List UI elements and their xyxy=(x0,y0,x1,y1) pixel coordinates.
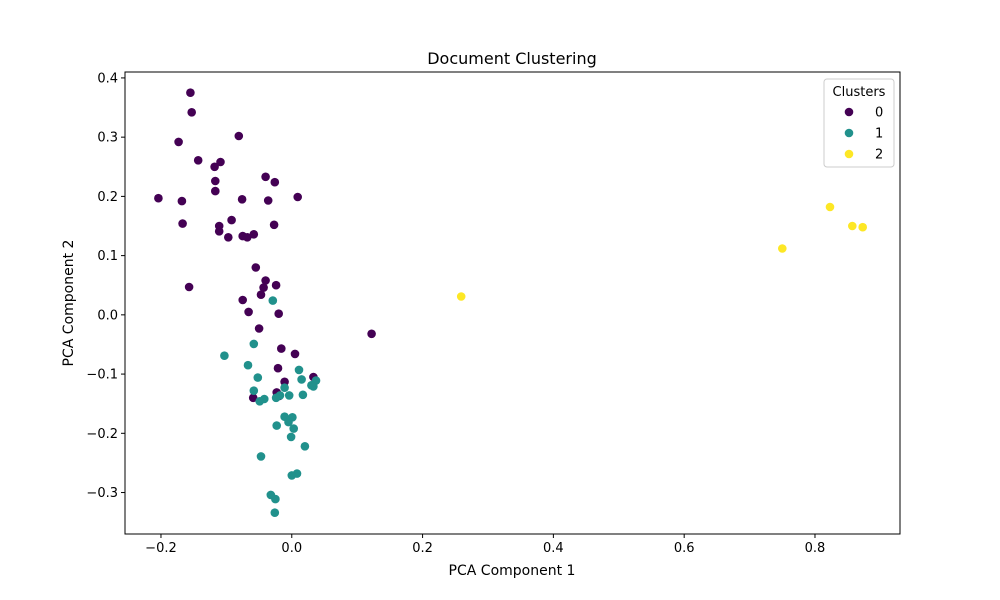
cluster-1-point xyxy=(243,360,253,370)
legend-label: 1 xyxy=(875,127,883,142)
cluster-0-point xyxy=(249,230,259,239)
cluster-0-point xyxy=(277,344,286,353)
y-tick-label: −0.1 xyxy=(86,368,118,383)
cluster-0-point xyxy=(251,263,261,272)
x-tick-label: 0.6 xyxy=(674,541,695,556)
y-tick-label: 0.3 xyxy=(97,131,118,146)
cluster-1-point xyxy=(294,365,304,375)
plot-frame xyxy=(124,71,901,535)
cluster-0-point xyxy=(154,193,163,203)
cluster-1-point xyxy=(255,397,264,406)
legend-label: 2 xyxy=(875,148,883,163)
y-tick-label: −0.3 xyxy=(86,486,118,501)
cluster-1-point xyxy=(280,383,289,393)
cluster-0-point xyxy=(214,227,224,236)
x-tick-label: 0.2 xyxy=(412,541,433,556)
x-tick-label: 0.8 xyxy=(805,541,826,556)
cluster-0-point xyxy=(211,186,220,196)
cluster-0-point xyxy=(187,108,196,117)
points-layer xyxy=(154,88,867,517)
cluster-1-point xyxy=(297,375,306,384)
cluster-2-point xyxy=(456,292,466,301)
cluster-1-point xyxy=(284,391,294,400)
cluster-0-point xyxy=(178,219,187,228)
x-tick-label: 0.0 xyxy=(281,541,302,556)
cluster-0-point xyxy=(224,233,233,242)
cluster-1-point xyxy=(249,339,259,349)
cluster-0-point xyxy=(184,282,194,292)
cluster-0-point xyxy=(273,363,283,373)
y-axis: −0.3 −0.2 −0.1 0.0 0.1 0.2 0.3 0.4 xyxy=(86,71,125,501)
cluster-1-point xyxy=(268,296,278,305)
legend-title: Clusters xyxy=(833,85,886,100)
cluster-0-point xyxy=(248,393,258,403)
cluster-0-point xyxy=(280,377,289,387)
cluster-0-point xyxy=(186,88,195,97)
cluster-1-point xyxy=(307,381,316,390)
cluster-0-point xyxy=(193,156,203,165)
legend-marker xyxy=(844,107,854,117)
cluster-1-point xyxy=(271,393,281,403)
cluster-0-point xyxy=(238,295,247,305)
x-tick-label: −0.2 xyxy=(145,541,177,556)
cluster-0-point xyxy=(261,276,270,285)
legend-box xyxy=(823,78,895,168)
cluster-1-point xyxy=(284,417,293,427)
x-axis-label: PCA Component 1 xyxy=(449,563,576,579)
cluster-0-point xyxy=(227,215,236,225)
cluster-1-point xyxy=(300,442,310,451)
cluster-1-point xyxy=(256,452,266,461)
x-tick-label: 0.4 xyxy=(543,541,564,556)
cluster-1-point xyxy=(220,351,229,361)
cluster-0-point xyxy=(243,233,252,242)
cluster-0-point xyxy=(256,290,266,300)
cluster-0-point xyxy=(290,349,300,359)
cluster-2-point xyxy=(858,222,867,232)
y-tick-label: −0.2 xyxy=(86,427,118,442)
y-tick-label: 0.0 xyxy=(97,308,118,323)
cluster-0-point xyxy=(367,329,376,339)
cluster-0-point xyxy=(177,196,187,206)
cluster-1-point xyxy=(253,373,263,382)
legend: Clusters 0 1 2 xyxy=(823,78,895,168)
cluster-0-point xyxy=(293,192,303,202)
cluster-0-point xyxy=(244,307,253,317)
cluster-0-point xyxy=(261,172,270,182)
cluster-0-point xyxy=(210,162,219,172)
legend-marker xyxy=(844,128,854,138)
cluster-0-point xyxy=(259,283,268,292)
x-axis: −0.2 0.0 0.2 0.4 0.6 0.8 xyxy=(145,534,825,556)
cluster-1-point xyxy=(298,390,308,400)
cluster-2-point xyxy=(848,221,857,231)
cluster-1-point xyxy=(271,494,280,504)
cluster-2-point xyxy=(778,244,787,253)
cluster-0-point xyxy=(211,176,220,186)
cluster-0-point xyxy=(216,157,225,167)
chart-title: Document Clustering xyxy=(427,49,597,68)
cluster-1-point xyxy=(272,421,282,430)
legend-label: 0 xyxy=(875,106,883,121)
cluster-0-point xyxy=(254,324,264,333)
legend-marker xyxy=(844,149,854,159)
cluster-0-point xyxy=(274,309,284,319)
y-tick-label: 0.2 xyxy=(97,190,118,205)
y-tick-label: 0.4 xyxy=(97,71,118,86)
y-axis-label: PCA Component 2 xyxy=(61,240,77,367)
cluster-1-point xyxy=(270,508,280,517)
cluster-1-point xyxy=(249,386,259,396)
cluster-0-point xyxy=(271,280,281,290)
cluster-0-point xyxy=(269,220,279,230)
cluster-1-point xyxy=(286,432,296,442)
cluster-2-point xyxy=(825,202,835,212)
cluster-1-point xyxy=(287,471,297,480)
cluster-0-point xyxy=(237,195,247,204)
cluster-0-point xyxy=(263,196,273,205)
cluster-0-point xyxy=(234,131,244,141)
y-tick-label: 0.1 xyxy=(97,249,118,264)
cluster-1-point xyxy=(289,424,299,433)
cluster-0-point xyxy=(270,177,280,187)
cluster-0-point xyxy=(174,137,183,147)
